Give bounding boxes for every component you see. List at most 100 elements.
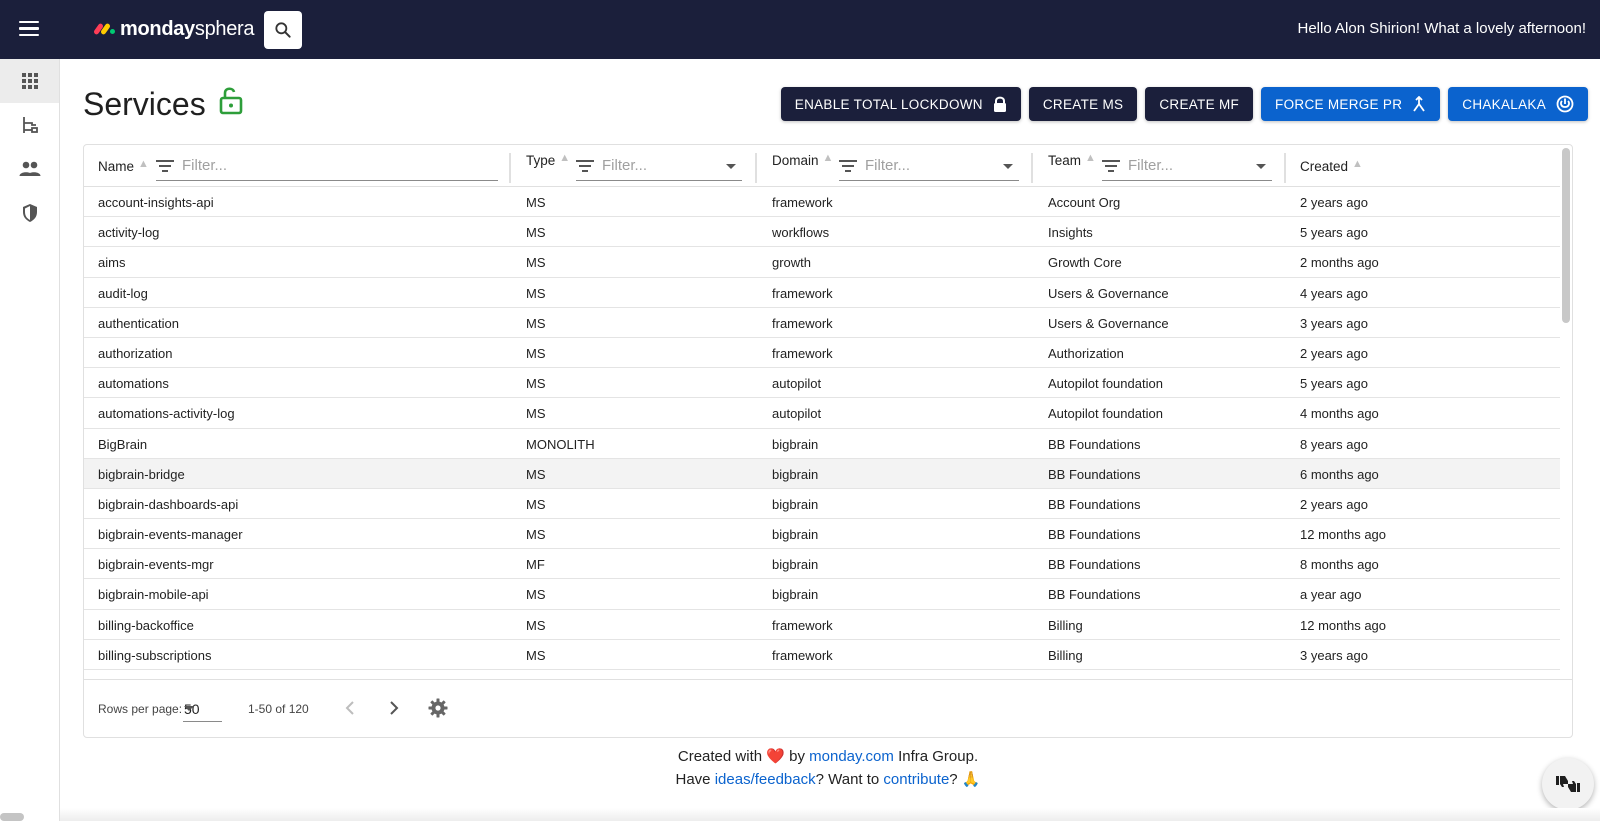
sidebar-item-hierarchy[interactable]: [0, 103, 59, 147]
sort-arrow-icon[interactable]: ▲: [1352, 158, 1363, 170]
table-row[interactable]: billing-subscriptions MS framework Billing 3…: [84, 640, 1560, 670]
table-row[interactable]: BigBrain MONOLITH bigbrain BB Foundations 8 …: [84, 429, 1560, 459]
rows-per-page-select[interactable]: 50: [183, 696, 222, 722]
type-filter-select[interactable]: Filter...: [576, 151, 742, 181]
table-row[interactable]: bigbrain-events-mgr MF bigbrain BB Foundati…: [84, 549, 1560, 580]
column-resize-handle[interactable]: [1031, 153, 1033, 183]
table-row[interactable]: automations MS autopilot Autopilot foundati…: [84, 368, 1560, 399]
search-icon: [275, 22, 291, 38]
cell-domain: framework: [772, 647, 833, 663]
pagination-range: 1-50 of 120: [248, 702, 309, 716]
greeting-text: Hello Alon Shirion! What a lovely aftern…: [1297, 20, 1587, 37]
monday-sphera-logo[interactable]: mondaysphera: [93, 15, 255, 43]
contribute-link[interactable]: contribute: [883, 771, 950, 788]
services-table: Name ▲ Filter... Type ▲ Filter... Domain ▲: [83, 144, 1573, 738]
sort-arrow-icon[interactable]: ▲: [822, 152, 834, 164]
gear-icon: [428, 698, 448, 718]
logo-product: sphera: [194, 17, 255, 40]
credits-have: Have: [675, 771, 711, 788]
sidebar-item-people[interactable]: [0, 147, 59, 191]
rows-per-page-label: Rows per page:: [98, 702, 183, 716]
feedback-button[interactable]: [1542, 758, 1594, 810]
next-page-button[interactable]: [380, 694, 408, 722]
sort-arrow-icon[interactable]: ▲: [138, 158, 149, 170]
cell-team: Billing: [1048, 617, 1083, 633]
cell-domain: bigbrain: [772, 436, 819, 452]
table-settings-button[interactable]: [423, 693, 453, 723]
filter-placeholder: Filter...: [182, 157, 228, 174]
cell-type: MS: [526, 195, 546, 210]
column-header-name[interactable]: Name ▲: [98, 145, 149, 187]
cell-name: audit-log: [98, 285, 148, 301]
ideas-feedback-link[interactable]: ideas/feedback: [714, 771, 816, 788]
cell-domain: framework: [772, 315, 833, 331]
sort-arrow-icon[interactable]: ▲: [1085, 152, 1096, 164]
cell-team: BB Foundations: [1048, 527, 1141, 543]
cell-team: Growth Core: [1048, 255, 1122, 271]
search-button[interactable]: [264, 11, 302, 49]
create-ms-button[interactable]: CREATE MS: [1028, 87, 1138, 121]
lock-open-icon[interactable]: [218, 85, 244, 123]
chevron-down-icon: [726, 164, 736, 169]
cell-created: 2 years ago: [1300, 345, 1368, 361]
cell-domain: framework: [772, 285, 833, 301]
cell-domain: framework: [772, 195, 833, 210]
table-row[interactable]: automations-activity-log MS autopilot Autop…: [84, 398, 1560, 429]
sidebar: [0, 59, 60, 821]
create-mf-button[interactable]: CREATE MF: [1145, 87, 1254, 121]
force-merge-pr-button[interactable]: FORCE MERGE PR: [1261, 87, 1441, 121]
cell-domain: growth: [772, 255, 812, 271]
cell-created: 4 months ago: [1300, 406, 1379, 422]
name-filter-input[interactable]: Filter...: [156, 151, 498, 181]
table-row[interactable]: bigbrain-mobile-api MS bigbrain BB Foundati…: [84, 579, 1560, 610]
table-row[interactable]: billing-backoffice MS framework Billing 12 m…: [84, 610, 1560, 640]
table-row[interactable]: bigbrain-dashboards-api MS bigbrain BB Foun…: [84, 489, 1560, 520]
column-resize-handle[interactable]: [1284, 153, 1286, 183]
cell-domain: autopilot: [772, 406, 822, 422]
team-filter-select[interactable]: Filter...: [1102, 151, 1272, 181]
sidebar-item-security[interactable]: [0, 191, 59, 235]
monday-link[interactable]: monday.com: [809, 748, 894, 765]
domain-filter-select[interactable]: Filter...: [839, 151, 1019, 181]
cell-created: 4 years ago: [1300, 285, 1368, 301]
chakalaka-button[interactable]: CHAKALAKA: [1448, 87, 1588, 121]
column-header-created[interactable]: Created ▲: [1300, 145, 1363, 187]
enable-total-lockdown-button[interactable]: ENABLE TOTAL LOCKDOWN: [780, 87, 1021, 121]
chevron-down-icon: [1003, 164, 1013, 169]
previous-page-button[interactable]: [336, 694, 364, 722]
table-row[interactable]: authorization MS framework Authorization 2 y…: [84, 338, 1560, 369]
table-row[interactable]: authentication MS framework Users & Governa…: [84, 308, 1560, 338]
table-row[interactable]: aims MS growth Growth Core 2 months ago: [84, 247, 1560, 278]
sort-arrow-icon[interactable]: ▲: [559, 152, 571, 164]
cell-name: bigbrain-bridge: [98, 466, 185, 482]
column-header-domain[interactable]: Domain ▲: [772, 145, 834, 181]
table-row[interactable]: account-insights-api MS framework Account O…: [84, 187, 1560, 218]
scrollbar-thumb[interactable]: [1562, 148, 1570, 323]
credits-pray: ? 🙏: [949, 771, 981, 788]
cell-team: Autopilot foundation: [1048, 376, 1163, 392]
column-team-label: Team: [1048, 152, 1082, 168]
column-header-type[interactable]: Type ▲: [526, 145, 571, 181]
sidebar-scrollbar[interactable]: [0, 813, 24, 821]
table-row[interactable]: activity-log MS workflows Insights 5 years a…: [84, 217, 1560, 248]
table-scrollbar[interactable]: [1562, 148, 1570, 668]
cell-created: 12 months ago: [1300, 527, 1387, 543]
cell-team: BB Foundations: [1048, 557, 1141, 573]
filter-icon: [1102, 159, 1120, 172]
table-row[interactable]: bigbrain-events-manager MS bigbrain BB Foun…: [84, 519, 1560, 550]
cell-created: 2 years ago: [1300, 496, 1368, 512]
column-resize-handle[interactable]: [509, 153, 511, 183]
table-row[interactable]: bigbrain-bridge MS bigbrain BB Foundations 6…: [84, 458, 1560, 489]
credits-want-to: ? Want to: [815, 771, 880, 788]
cell-created: 2 months ago: [1300, 255, 1379, 271]
table-row[interactable]: audit-log MS framework Users & Governance 4 …: [84, 278, 1560, 308]
cell-name: bigbrain-mobile-api: [98, 587, 209, 603]
cell-domain: workflows: [772, 225, 830, 241]
credits-infra-group: Infra Group.: [898, 748, 979, 765]
hamburger-menu-icon[interactable]: [16, 17, 42, 41]
cell-type: MS: [526, 587, 546, 603]
cell-name: bigbrain-dashboards-api: [98, 496, 239, 512]
column-header-team[interactable]: Team ▲: [1048, 145, 1096, 181]
column-resize-handle[interactable]: [755, 153, 757, 183]
sidebar-item-services[interactable]: [0, 59, 59, 103]
